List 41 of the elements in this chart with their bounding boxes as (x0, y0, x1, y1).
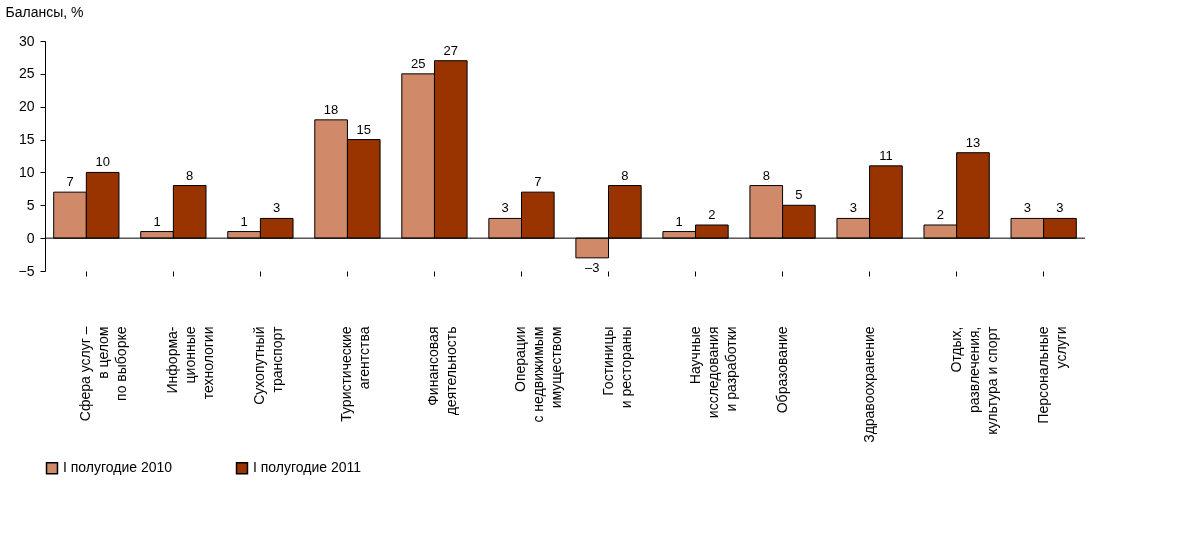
data-label: 27 (443, 42, 459, 58)
y-tick-label: 20 (18, 98, 35, 115)
x-tick-label: Сфера услуг – в целом по выборке (77, 326, 130, 422)
y-tick-label: 0 (26, 229, 35, 246)
y-tick-label: 25 (18, 65, 35, 82)
data-label: 3 (501, 200, 509, 216)
data-label: 7 (534, 174, 542, 190)
data-label: 2 (936, 207, 944, 222)
data-label: 3 (1023, 200, 1031, 216)
data-label: 15 (356, 121, 371, 137)
y-tick-label: −5 (18, 262, 35, 279)
data-label: 3 (1056, 200, 1064, 216)
data-label: 5 (795, 187, 803, 203)
data-label: 2 (708, 207, 716, 222)
legend-label: I полугодие 2010 (63, 459, 173, 476)
x-tick-label: Туристические агентства (338, 326, 373, 422)
data-label: 8 (762, 167, 770, 183)
data-label: 7 (66, 174, 74, 190)
y-tick-label: 15 (18, 131, 35, 148)
y-tick-label: 5 (26, 196, 35, 213)
x-tick-label: Отдых, развлечения, культура и спорт (947, 325, 1000, 435)
data-label: 3 (273, 200, 281, 216)
x-tick-label: Образование (773, 326, 790, 414)
data-label: 11 (879, 147, 893, 163)
y-tick-label: 10 (18, 163, 35, 180)
legend-label: I полугодие 2011 (253, 459, 362, 476)
x-tick-label: Здравоохранение (860, 326, 877, 443)
data-label: 25 (410, 55, 426, 71)
x-tick-label: Персональные услуги (1034, 326, 1069, 424)
data-label: 1 (240, 213, 248, 229)
data-label: 1 (153, 213, 161, 229)
data-label: 18 (323, 101, 339, 117)
data-label: 8 (621, 167, 629, 183)
data-label: 13 (965, 134, 981, 150)
data-label: 8 (186, 167, 194, 183)
y-axis-title: Балансы, % (5, 3, 84, 20)
y-tick-label: 30 (18, 32, 35, 49)
data-label: 3 (849, 200, 857, 216)
data-label: –3 (584, 259, 600, 275)
data-label: 10 (95, 154, 110, 170)
data-label: 1 (675, 213, 683, 229)
